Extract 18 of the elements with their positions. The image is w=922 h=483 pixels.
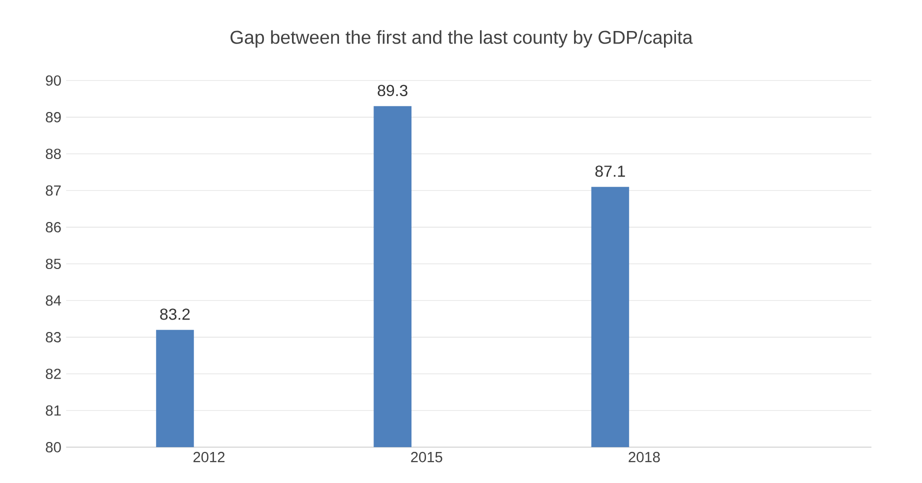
x-tick-label: 2018 — [628, 452, 660, 462]
y-tick-label: 86 — [46, 222, 61, 232]
y-tick-label: 83 — [46, 332, 61, 342]
y-tick-label: 80 — [46, 442, 61, 452]
y-tick-label: 81 — [46, 405, 61, 416]
chart-title: Gap between the first and the last county by GDP/capita — [230, 30, 693, 48]
y-tick-label: 82 — [46, 368, 61, 379]
y-tick-label: 88 — [46, 148, 61, 159]
y-tick-label: 90 — [46, 75, 61, 86]
y-tick-label: 87 — [46, 185, 61, 196]
x-tick-label: 2012 — [193, 452, 225, 462]
data-label: 83.2 — [160, 308, 190, 320]
x-tick-label: 2015 — [411, 452, 442, 462]
y-tick-label: 89 — [46, 112, 61, 122]
data-label: 89.3 — [378, 84, 408, 96]
y-tick-label: 85 — [46, 258, 61, 269]
y-tick-label: 84 — [46, 295, 62, 306]
data-label: 87.1 — [595, 166, 625, 177]
